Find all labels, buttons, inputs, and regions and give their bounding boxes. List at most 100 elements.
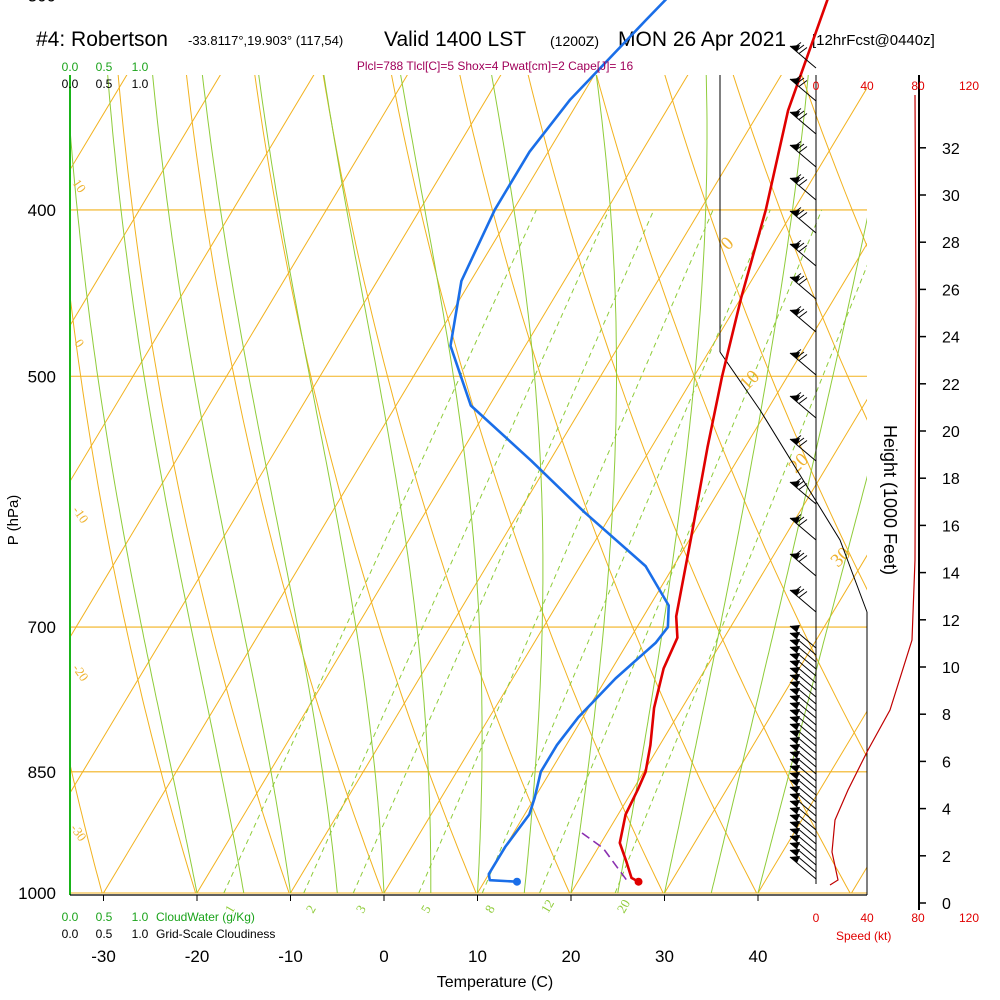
mixing-ratio-line: [614, 264, 867, 894]
pressure-tick-label: 400: [28, 201, 56, 220]
cloudiness-ticks-bottom: 0.0 0.5 1.0: [62, 927, 149, 941]
dry-adiabat: [185, 75, 384, 894]
x-tick-label: -20: [185, 947, 210, 966]
isotherm: [757, 710, 867, 894]
station-title: #4: Robertson: [36, 28, 168, 51]
wind-barb: [789, 716, 817, 740]
temperature-profile: [618, 0, 829, 883]
moist-adiabat: [152, 75, 291, 894]
dry-adiabat: [596, 75, 867, 758]
wind-barb: [789, 849, 817, 873]
x-tick-label: 0: [379, 947, 388, 966]
height-tick-label: 32: [942, 141, 960, 158]
wind-barb: [789, 723, 817, 747]
cloudwater-tick-top: 0.5: [96, 60, 113, 74]
cloudwater-tick-bottom: 1.0: [132, 910, 149, 924]
wind-barb: [789, 758, 817, 782]
wind-barb: [789, 800, 817, 824]
wind-barb: [789, 828, 817, 852]
isotherm-label: 10: [70, 176, 90, 195]
temperature-surface-point: [634, 877, 643, 886]
cloudwater-tick-bottom: 0.0: [62, 910, 79, 924]
moist-adiabat: [201, 75, 338, 894]
valid-time: Valid 1400 LST: [384, 28, 527, 51]
sounding-series: [449, 0, 829, 886]
mixing-ratio-line: [223, 209, 537, 894]
mixing-ratio-label: 8: [482, 902, 498, 915]
moist-adiabat: [400, 75, 483, 894]
pressure-tick-label: 500: [28, 367, 56, 386]
cloudwater-tick-top: 0.0: [62, 60, 79, 74]
wind-barb: [789, 207, 817, 234]
dry-adiabat: [986, 0, 1000, 893]
wind-barb: [789, 667, 817, 691]
height-axis-title: Height (1000 Feet): [880, 425, 900, 575]
cloudwater-tick-top: 1.0: [132, 60, 149, 74]
speed-tick-bottom: 80: [911, 911, 925, 925]
wind-barb: [789, 814, 817, 838]
station-coords: -33.8117°,19.903° (117,54): [188, 33, 344, 48]
height-tick-label: 22: [942, 377, 960, 394]
height-tick-label: 26: [942, 282, 960, 299]
wind-barb: [789, 674, 817, 698]
height-tick-label: 20: [942, 424, 960, 441]
moist-adiabat: [570, 75, 617, 894]
dry-adiabat: [459, 75, 758, 894]
dewpoint-surface-point: [512, 877, 521, 886]
wind-barb: [789, 779, 817, 803]
speed-tick-top: 120: [959, 79, 979, 93]
dry-adiabat: [923, 0, 1000, 893]
speed-tick-bottom: 40: [860, 911, 874, 925]
height-tick-label: 0: [942, 896, 951, 913]
cloudiness-tick-bottom: 0.0: [62, 927, 79, 941]
moist-adiabat: [70, 123, 198, 894]
x-tick-label: 30: [655, 947, 674, 966]
wind-barb: [789, 772, 817, 796]
cloudwater-title: CloudWater (g/Kg): [156, 910, 255, 924]
wind-barb: [789, 793, 817, 817]
moist-adiabat: [258, 75, 385, 894]
dry-adiabat: [254, 75, 477, 894]
wind-barb: [789, 550, 817, 577]
isotherm: [570, 398, 867, 894]
speed-tick-top: 0: [813, 79, 820, 93]
wind-barb: [789, 835, 817, 859]
isotherm: [0, 0, 69, 893]
isotherm: [70, 75, 502, 794]
wind-barb: [789, 744, 817, 768]
moist-adiabat-lines: [70, 75, 867, 894]
wind-barb: [789, 75, 817, 102]
wind-barb: [789, 108, 817, 135]
pressure-axis-ticks: 2503004005007008501000: [18, 0, 56, 903]
wind-barb: [789, 639, 817, 663]
x-tick-label: 20: [562, 947, 581, 966]
cloudiness-tick-bottom: 0.5: [96, 927, 113, 941]
wind-barb: [789, 514, 817, 541]
mixing-ratio-label: 20: [614, 897, 633, 916]
stability-indices: Plcl=788 Tlcl[C]=5 Shox=4 Pwat[cm]=2 Cap…: [357, 59, 634, 73]
wind-barb: [789, 730, 817, 754]
isotherm: [70, 75, 128, 171]
height-tick-label: 24: [942, 330, 960, 347]
pressure-tick-label: 1000: [18, 884, 56, 903]
isotherm: [290, 75, 782, 894]
moist-adiabat: [323, 75, 432, 893]
dry-adiabat-lines: [70, 0, 1000, 894]
mixing-ratio-label: 3: [353, 902, 369, 915]
speed-tick-bottom: 0: [813, 911, 820, 925]
speed-ticks-top: 0 40 80 120: [813, 79, 980, 93]
pressure-tick-label: 850: [28, 763, 56, 782]
wind-barb: [789, 786, 817, 810]
pressure-tick-label: 700: [28, 618, 56, 637]
mixing-ratio-line: [352, 209, 655, 894]
plot-boundary: [719, 351, 868, 613]
wind-barb: [789, 660, 817, 684]
isotherm-label: -10: [70, 503, 92, 526]
cloudiness-tick-top: 0.0: [62, 77, 79, 91]
isotherm-lines: [0, 0, 867, 894]
x-tick-label: 40: [749, 947, 768, 966]
isotherm: [103, 75, 595, 894]
wind-barbs: [789, 42, 817, 880]
dry-adiabat: [70, 762, 103, 894]
